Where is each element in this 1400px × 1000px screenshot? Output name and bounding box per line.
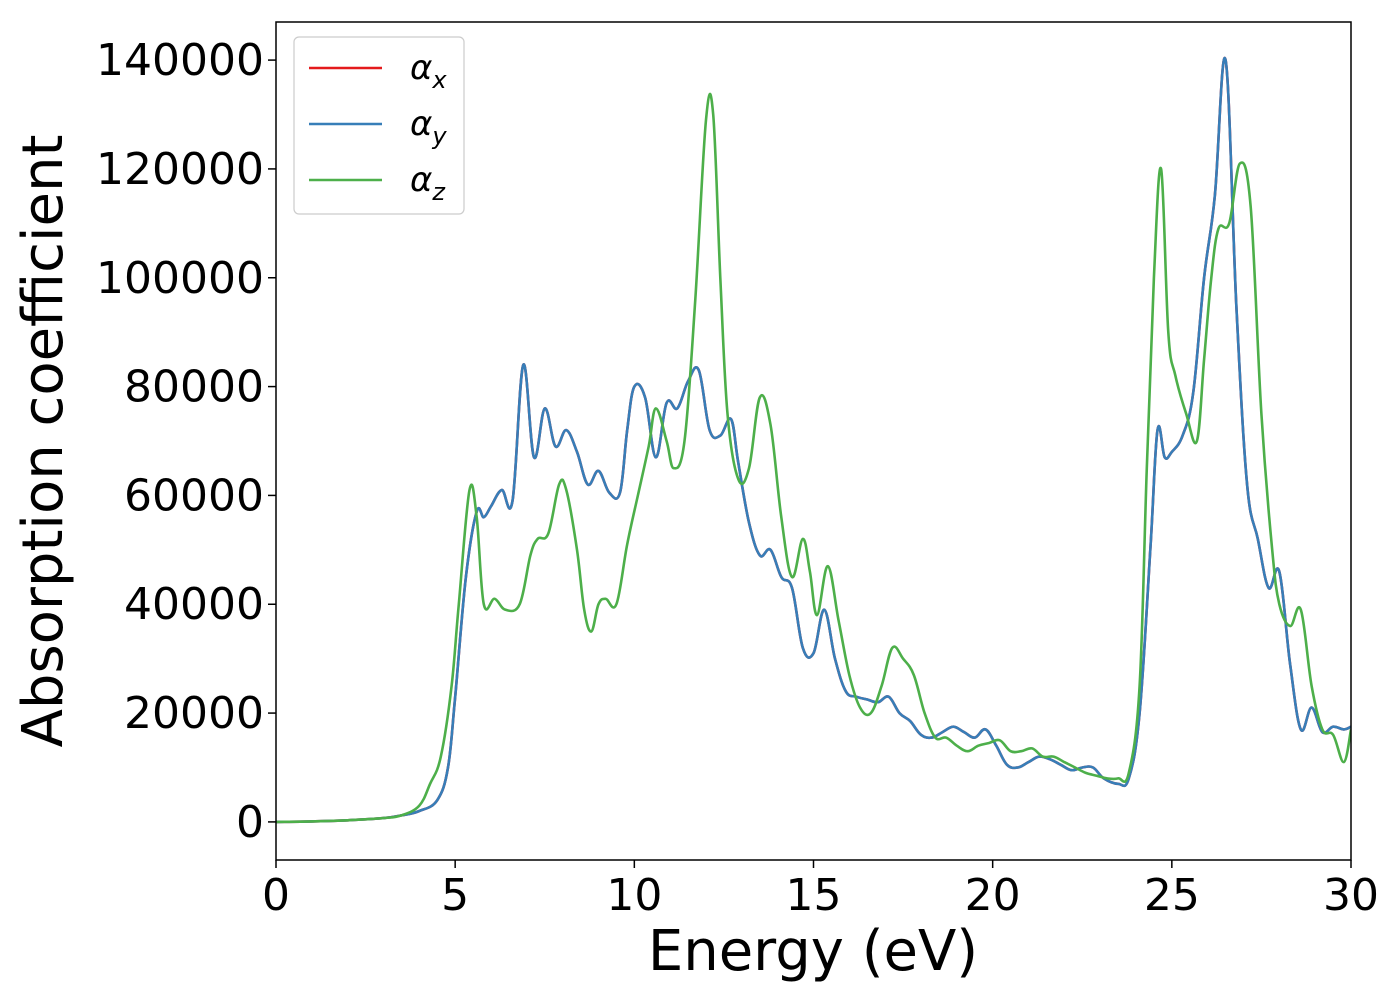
y-tick-label: 60000 xyxy=(124,470,264,521)
legend-label: αz xyxy=(410,160,446,206)
x-tick-label: 25 xyxy=(1144,870,1200,921)
series-line-3 xyxy=(276,92,1351,824)
y-tick-label: 20000 xyxy=(124,688,264,739)
legend: αx αy αz xyxy=(293,36,465,215)
series-layer xyxy=(276,56,1351,824)
x-tick-label: 5 xyxy=(441,870,469,921)
y-tick-label: 0 xyxy=(236,797,264,848)
x-axis: 0 5 10 15 20 25 30 xyxy=(262,860,1379,921)
x-tick-label: 0 xyxy=(262,870,290,921)
y-axis: 0 20000 40000 60000 80000 100000 120000 140000 xyxy=(96,35,276,848)
x-tick-label: 30 xyxy=(1323,870,1379,921)
legend-label: αy xyxy=(410,104,447,150)
x-tick-label: 20 xyxy=(965,870,1021,921)
x-tick-label: 15 xyxy=(786,870,842,921)
series-line-2 xyxy=(276,56,1351,824)
y-tick-label: 100000 xyxy=(96,253,264,304)
y-tick-label: 120000 xyxy=(96,144,264,195)
legend-label: αx xyxy=(410,48,447,94)
y-tick-label: 80000 xyxy=(124,362,264,413)
y-axis-title: Absorption coefficient xyxy=(11,135,76,748)
y-tick-label: 140000 xyxy=(96,35,264,86)
x-axis-title: Energy (eV) xyxy=(648,919,978,984)
legend-box xyxy=(293,36,465,215)
y-tick-label: 40000 xyxy=(124,579,264,630)
x-tick-label: 10 xyxy=(606,870,662,921)
